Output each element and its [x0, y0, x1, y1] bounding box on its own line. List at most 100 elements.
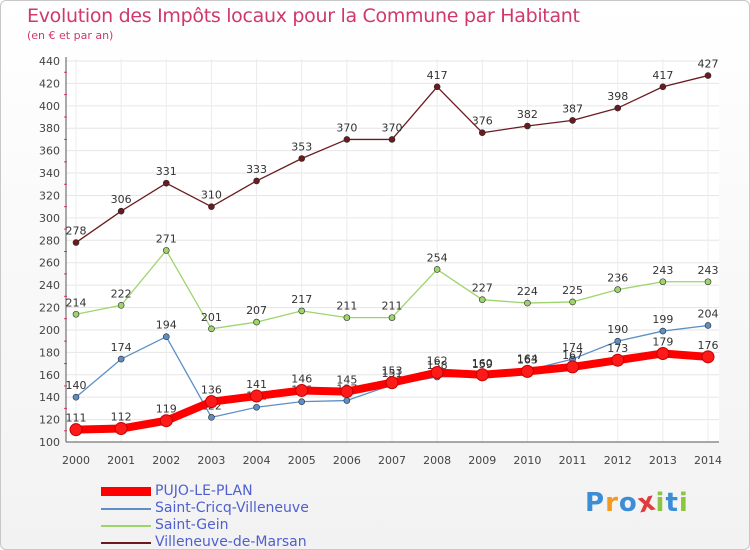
data-label: 179 [652, 335, 673, 348]
data-point [117, 301, 125, 309]
data-point [704, 278, 712, 286]
data-label: 382 [517, 108, 538, 121]
data-point [298, 155, 306, 162]
data-label: 306 [111, 193, 132, 206]
data-label: 204 [698, 307, 719, 320]
data-label: 370 [336, 121, 357, 134]
data-label: 217 [291, 293, 312, 306]
x-tick-label: 2014 [694, 454, 722, 467]
data-label: 211 [382, 300, 403, 313]
data-point [343, 314, 351, 321]
logo-letter: i [678, 488, 689, 518]
data-point [611, 353, 625, 367]
chart-title: Evolution des Impôts locaux pour la Comm… [27, 5, 580, 27]
legend-item: Villeneuve-de-Marsan [101, 534, 421, 550]
data-label: 310 [201, 189, 222, 202]
data-label: 174 [562, 341, 583, 354]
legend-swatch [101, 508, 151, 510]
data-point [250, 389, 264, 403]
x-tick-label: 2002 [152, 454, 180, 467]
data-label: 243 [652, 264, 673, 277]
data-point [162, 333, 170, 340]
y-tick-label: 120 [39, 414, 60, 427]
data-point [614, 286, 622, 293]
data-label: 159 [472, 358, 493, 371]
legend-label: PUJO-LE-PLAN [155, 483, 253, 499]
proxiti-logo: Proxiti [585, 486, 689, 519]
data-point [520, 364, 534, 378]
x-tick-label: 2010 [513, 454, 541, 467]
y-tick-label: 140 [39, 391, 60, 404]
x-tick-label: 2001 [107, 454, 135, 467]
chart-legend: PUJO-LE-PLAN Saint-Cricq-Villeneuve Saint-… [101, 483, 421, 550]
legend-swatch [101, 525, 151, 527]
data-label: 160 [472, 357, 493, 370]
legend-swatch [101, 487, 151, 496]
data-point [614, 104, 622, 112]
data-label: 112 [111, 411, 132, 424]
x-tick-label: 2011 [559, 454, 587, 467]
data-label: 398 [607, 90, 628, 103]
data-label: 145 [336, 374, 357, 387]
y-tick-label: 380 [39, 122, 60, 135]
data-point [478, 129, 486, 137]
legend-item: PUJO-LE-PLAN [101, 483, 421, 500]
x-tick-label: 2003 [197, 454, 225, 467]
data-point [72, 393, 80, 401]
data-point [208, 325, 215, 333]
data-label: 254 [427, 251, 448, 264]
x-tick-label: 2007 [378, 454, 406, 467]
data-label: 153 [382, 365, 403, 378]
data-label: 211 [336, 300, 357, 313]
data-label: 163 [517, 353, 538, 366]
data-point [569, 298, 576, 306]
data-point [433, 83, 441, 91]
data-point [614, 337, 622, 345]
x-tick-label: 2006 [333, 454, 361, 467]
y-tick-label: 420 [39, 77, 60, 90]
data-point [388, 136, 396, 143]
data-label: 225 [562, 284, 583, 297]
data-label: 146 [291, 372, 312, 385]
data-point [388, 314, 396, 321]
x-tick-label: 2009 [468, 454, 496, 467]
data-label: 222 [111, 287, 132, 300]
legend-label: Saint-Gein [155, 517, 229, 533]
data-point [343, 397, 351, 404]
logo-letter: i [655, 488, 666, 518]
data-point [253, 318, 260, 326]
data-point [659, 278, 667, 286]
data-point [298, 307, 306, 315]
data-label: 376 [472, 115, 493, 128]
y-tick-label: 280 [39, 234, 60, 247]
data-label: 333 [246, 163, 267, 176]
x-tick-label: 2012 [604, 454, 632, 467]
data-point [208, 414, 215, 421]
data-point [72, 239, 80, 246]
data-label: 370 [382, 121, 403, 134]
logo-letter: P [585, 488, 606, 518]
data-point [569, 117, 576, 124]
data-point [433, 266, 441, 273]
y-tick-label: 240 [39, 279, 60, 292]
logo-letter: o [618, 488, 638, 518]
data-point [295, 383, 309, 397]
data-point [204, 395, 218, 409]
data-label: 331 [156, 165, 177, 178]
data-point [659, 327, 667, 335]
data-label: 207 [246, 304, 267, 317]
data-point [159, 414, 173, 428]
data-label: 271 [156, 232, 177, 245]
data-point [701, 350, 715, 364]
y-tick-label: 320 [39, 189, 60, 202]
data-label: 167 [562, 349, 583, 362]
data-label: 174 [111, 341, 132, 354]
y-tick-label: 300 [39, 212, 60, 225]
legend-label: Villeneuve-de-Marsan [155, 534, 307, 550]
data-point [298, 398, 306, 405]
data-point [69, 423, 83, 437]
x-tick-label: 2008 [423, 454, 451, 467]
data-label: 224 [517, 285, 538, 298]
data-label: 353 [291, 140, 312, 153]
